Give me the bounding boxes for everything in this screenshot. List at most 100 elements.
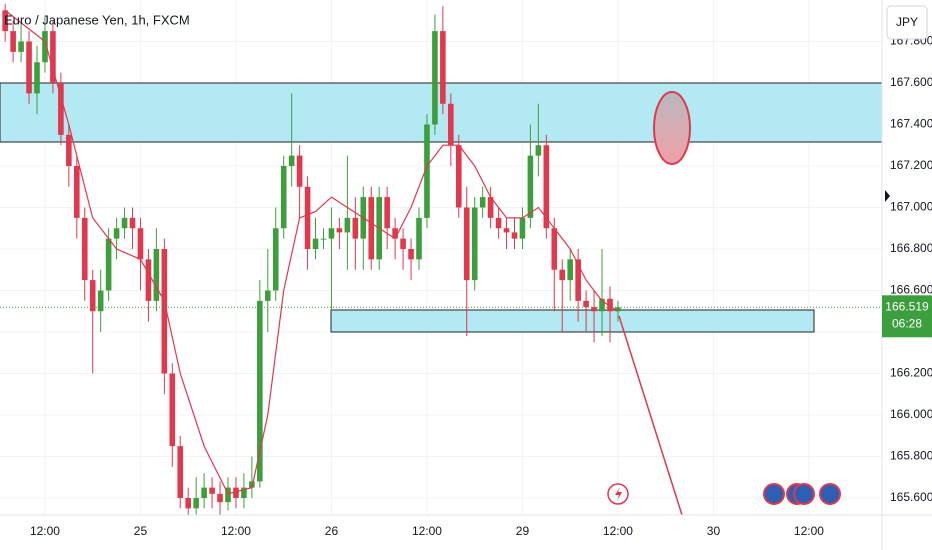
candle-body <box>264 290 271 301</box>
candle-body <box>42 31 48 63</box>
y-tick-label: 167.200 <box>890 158 932 172</box>
y-tick-label: 166.600 <box>890 283 932 297</box>
candle-body <box>225 487 231 503</box>
candle-body <box>137 228 144 260</box>
y-tick-label: 166.800 <box>890 241 932 255</box>
candle-body <box>193 497 199 509</box>
x-tick-label: 12:00 <box>221 524 251 538</box>
y-tick-label: 165.800 <box>890 449 932 463</box>
candle-body <box>455 145 462 208</box>
axis-arrow <box>885 190 890 202</box>
target-ellipse[interactable] <box>653 91 691 165</box>
x-tick-label: 12:00 <box>603 524 633 538</box>
x-tick-label: 25 <box>134 524 148 538</box>
candle-body <box>503 228 510 233</box>
candle-body <box>479 197 486 208</box>
x-tick-label: 12:00 <box>794 524 824 538</box>
support-zone[interactable] <box>330 309 815 333</box>
y-tick-label: 166.200 <box>890 366 932 380</box>
candle-body <box>336 228 343 233</box>
candle-body <box>121 217 128 229</box>
candle-body <box>105 238 112 291</box>
candle-body <box>583 300 589 308</box>
candle-body <box>10 31 16 52</box>
y-tick-label: 167.600 <box>890 75 932 89</box>
candle-body <box>392 228 398 239</box>
candle-body <box>296 155 303 187</box>
last-price-box <box>882 295 932 338</box>
candle-body <box>113 228 120 239</box>
candle-body <box>551 228 558 270</box>
candle-body <box>2 10 8 32</box>
candle-body <box>241 487 247 498</box>
candle-body <box>320 238 327 240</box>
candle-body <box>26 41 32 94</box>
candle-body <box>615 307 621 312</box>
candle-body <box>471 207 478 281</box>
candle-body <box>249 481 255 488</box>
candle-body <box>312 238 319 249</box>
x-tick-label: 30 <box>707 524 721 538</box>
candle-body <box>543 145 550 229</box>
candle-body <box>511 232 518 239</box>
candle-body <box>487 197 494 218</box>
candle-body <box>217 493 223 503</box>
candle-body <box>328 228 335 239</box>
plot <box>0 4 882 515</box>
projection-line[interactable] <box>618 315 683 516</box>
currency-label: JPY <box>896 15 918 29</box>
candle-body <box>58 82 64 135</box>
x-tick-label: 12:00 <box>412 524 442 538</box>
candle-body <box>591 307 597 312</box>
candle-body <box>209 487 215 494</box>
candle-body <box>288 155 295 166</box>
candle-body <box>368 197 375 260</box>
candle-body <box>280 165 287 229</box>
chart-title: Euro / Japanese Yen, 1h, FXCM <box>4 12 190 27</box>
candle-body <box>495 217 502 229</box>
candle-body <box>408 248 414 260</box>
candle-body <box>559 269 566 281</box>
candle-body <box>50 31 56 83</box>
candle-body <box>177 446 184 498</box>
candle-body <box>607 298 613 312</box>
candle-body <box>201 487 207 498</box>
candle-body <box>535 145 542 156</box>
candle-body <box>400 238 406 249</box>
candle-body <box>448 103 454 146</box>
candle-body <box>97 290 104 312</box>
y-tick-label: 167.000 <box>890 200 932 214</box>
candle-body <box>34 62 40 94</box>
x-tick-label: 26 <box>325 524 339 538</box>
candle-body <box>233 487 239 498</box>
candle-body <box>599 298 605 312</box>
y-tick-label: 166.000 <box>890 407 932 421</box>
last-price-label: 166.519 <box>885 299 929 313</box>
x-tick-label: 12:00 <box>30 524 60 538</box>
candle-body <box>384 197 390 229</box>
candle-body <box>257 300 263 482</box>
candle-body <box>575 259 581 301</box>
candle-body <box>424 124 430 218</box>
candle-body <box>89 280 96 312</box>
candle-body <box>432 31 438 125</box>
candle-body <box>185 497 192 509</box>
currency-button[interactable] <box>886 5 928 40</box>
candle-body <box>153 248 160 301</box>
moving-average <box>4 9 619 495</box>
candle-body <box>463 207 470 281</box>
candle-body <box>73 165 80 218</box>
candle-body <box>352 217 359 239</box>
candle-body <box>81 217 88 281</box>
candle-body <box>416 217 422 260</box>
countdown-label: 06:28 <box>892 316 922 330</box>
candle-body <box>18 41 24 52</box>
candle-body <box>66 134 72 166</box>
event-icons[interactable] <box>607 483 841 505</box>
y-tick-label: 165.600 <box>890 490 932 504</box>
candle-body <box>527 155 534 218</box>
candle-body <box>519 217 526 239</box>
axes: 165.600165.800166.000166.200166.400166.6… <box>30 34 932 538</box>
candle-body <box>129 217 136 229</box>
